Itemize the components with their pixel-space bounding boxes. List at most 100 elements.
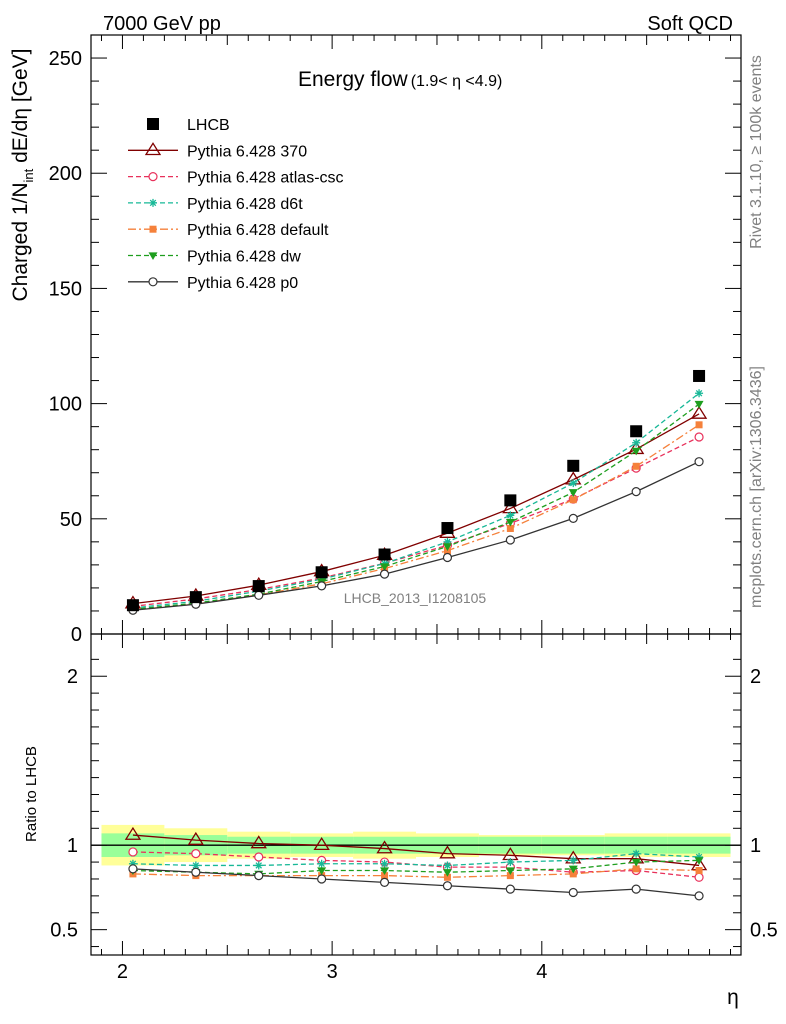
y-tick-label: 200	[49, 163, 82, 185]
ratio-point	[191, 849, 201, 859]
legend-label: LHCB	[187, 117, 230, 134]
ratio-line	[132, 868, 700, 897]
ratio-point	[317, 859, 326, 868]
analysis-watermark: LHCB_2013_I1208105	[344, 590, 487, 606]
ratio-point	[250, 835, 267, 849]
ratio-point	[443, 873, 451, 881]
series-point	[695, 389, 704, 398]
chart-title-range: (1.9< η <4.9)	[411, 73, 503, 90]
ratio-point	[128, 847, 138, 857]
series-point	[506, 524, 514, 532]
series-point	[631, 487, 641, 497]
ratio-tick-label-right: 0.5	[750, 920, 778, 942]
legend-marker	[144, 142, 162, 156]
ratio-point	[505, 867, 515, 876]
ratio-point	[443, 861, 452, 870]
ratio-point	[506, 872, 514, 880]
ratio-line	[132, 868, 700, 878]
series-point	[442, 552, 453, 563]
series-line	[132, 461, 700, 611]
series-point	[569, 479, 578, 488]
ratio-point	[254, 852, 264, 862]
legend-marker	[149, 225, 157, 233]
data-point	[189, 591, 202, 604]
data-point	[126, 599, 139, 612]
y-tick-label: 0	[71, 624, 82, 646]
x-axis-label: η	[727, 986, 739, 1009]
series-point	[694, 400, 704, 409]
legend-marker	[148, 277, 158, 287]
y-tick-label: 50	[60, 509, 82, 531]
ratio-point	[317, 874, 327, 884]
series-line	[132, 413, 700, 605]
ratio-point	[694, 857, 704, 865]
ratio-axis-label: Ratio to LHCB	[23, 746, 40, 842]
y-axis-label-main: Charged 1/N	[9, 182, 32, 301]
ratio-point	[317, 867, 327, 876]
legend-label: Pythia 6.428 atlas-csc	[187, 170, 344, 187]
data-point	[693, 369, 706, 382]
ratio-point	[506, 858, 515, 867]
y-axis-label: Charged 1/Nint dE/dη [GeV]	[9, 48, 36, 301]
x-tick-label: 3	[327, 961, 338, 983]
legend-marker	[147, 118, 159, 130]
ratio-line	[132, 852, 700, 867]
series-point	[379, 569, 390, 579]
legend-label: Pythia 6.428 p0	[187, 275, 298, 292]
ratio-point	[313, 836, 330, 851]
series-line	[132, 392, 700, 609]
ratio-point	[442, 869, 452, 877]
series-line	[132, 436, 700, 607]
legend-marker	[149, 198, 157, 207]
ratio-point	[254, 861, 263, 870]
series-point	[254, 590, 264, 600]
legend-label: Pythia 6.428 dw	[187, 249, 301, 266]
ratio-point	[254, 870, 264, 881]
series-point	[694, 457, 704, 467]
ratio-point	[187, 831, 205, 845]
y-tick-label: 100	[49, 394, 82, 416]
ratio-point	[380, 859, 389, 868]
ratio-point	[569, 870, 577, 878]
mcplots-label: mcplots.cern.ch [arXiv:1306.3436]	[748, 366, 765, 608]
ratio-point	[568, 865, 578, 874]
series-point	[695, 421, 703, 429]
series-point	[632, 462, 640, 470]
ratio-tick-label: 1	[67, 835, 78, 857]
ratio-point	[569, 856, 578, 865]
data-point	[315, 566, 328, 579]
ratio-point	[631, 858, 641, 867]
ratio-point	[694, 891, 704, 901]
series-point	[569, 496, 577, 504]
ratio-point	[439, 845, 456, 859]
series-point	[380, 563, 390, 571]
data-point	[630, 425, 643, 438]
ratio-frame	[90, 633, 742, 956]
legend-label: Pythia 6.428 d6t	[187, 196, 303, 213]
data-point	[504, 494, 517, 507]
y-tick-label: 250	[49, 48, 82, 70]
series-point	[568, 513, 578, 523]
ratio-line	[132, 834, 700, 867]
ratio-point	[128, 864, 138, 874]
ratio-point	[191, 867, 201, 877]
rivet-label: Rivet 3.1.10, ≥ 100k events	[748, 55, 765, 249]
legend-marker	[148, 252, 158, 260]
legend-label: Pythia 6.428 default	[187, 222, 329, 239]
series-line	[132, 403, 700, 610]
chart-title-main: Energy flow	[298, 68, 409, 91]
ratio-tick-label: 2	[67, 666, 78, 688]
x-tick-label: 4	[536, 961, 547, 983]
series-point	[317, 581, 327, 591]
series-point	[505, 535, 515, 545]
series-point	[632, 438, 641, 447]
header-category: Soft QCD	[647, 13, 733, 35]
legend-label: Pythia 6.428 370	[187, 143, 307, 160]
series-point	[690, 405, 708, 419]
data-point	[441, 522, 454, 535]
ratio-point	[695, 867, 703, 875]
series-point	[506, 511, 515, 520]
ratio-tick-label-right: 1	[750, 835, 761, 857]
ratio-point	[381, 872, 389, 880]
